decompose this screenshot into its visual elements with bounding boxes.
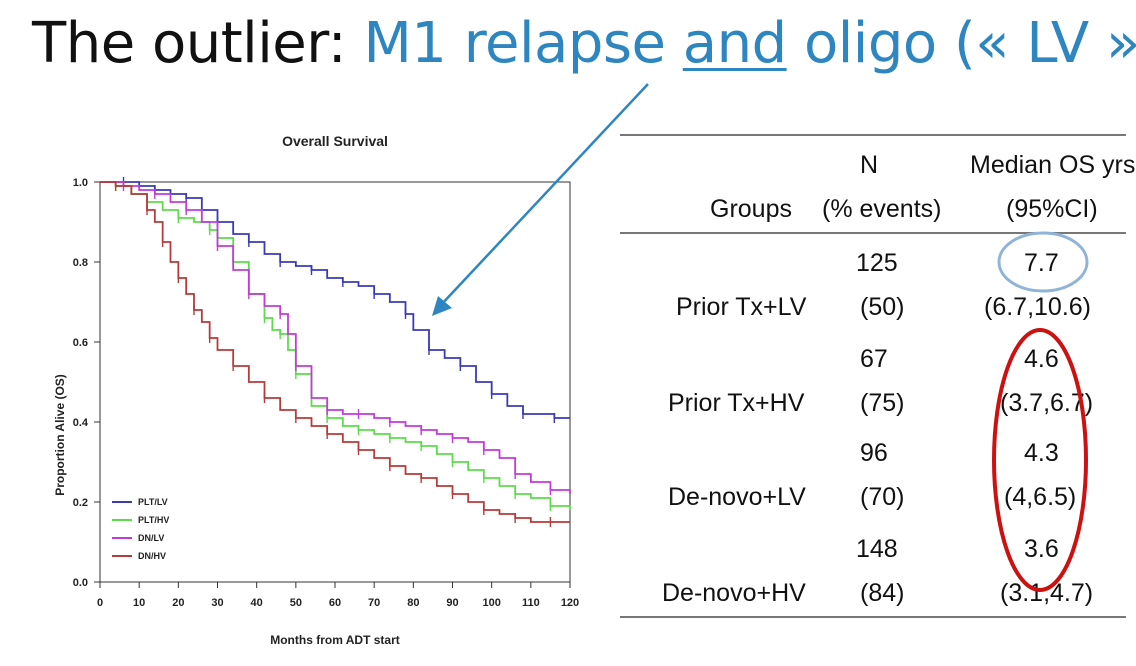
- row-2-ci: (3.7,6.7): [1000, 389, 1094, 417]
- y-tick-label: 0.6: [73, 337, 88, 349]
- x-tick-label: 40: [251, 597, 263, 609]
- row-4-n: 148: [856, 535, 898, 563]
- row-3-group: De-novo+LV: [668, 483, 806, 511]
- legend-label: PLT/LV: [138, 497, 168, 507]
- row-3-ci: (4,6.5): [1004, 483, 1077, 511]
- series-line-dn-hv: [100, 181, 570, 523]
- slide-title: The outlier: M1 relapse and oligo (« LV …: [32, 6, 1136, 82]
- x-tick-label: 0: [97, 597, 103, 609]
- header-os-sub: (95%CI): [1006, 195, 1098, 223]
- x-tick-label: 60: [329, 597, 341, 609]
- title-part-1: The outlier:: [32, 11, 364, 76]
- row-3-n: 96: [860, 439, 888, 467]
- row-1-ci: (6.7,10.6): [984, 293, 1092, 321]
- chart-title: Overall Survival: [282, 133, 388, 149]
- x-axis-label: Months from ADT start: [270, 633, 400, 647]
- x-tick-label: 70: [368, 597, 380, 609]
- row-1-n: 125: [856, 249, 898, 277]
- legend-label: DN/LV: [138, 533, 164, 543]
- row-1-median: 7.7: [1024, 249, 1059, 277]
- table-bottom-rule: [620, 616, 1126, 618]
- legend-label: DN/HV: [138, 551, 166, 561]
- x-tick-label: 50: [290, 597, 302, 609]
- chart-legend: PLT/LV PLT/HV DN/LV DN/HV: [112, 497, 169, 561]
- row-4-ci: (3.1,4.7): [1000, 579, 1094, 607]
- row-3-events: (70): [860, 483, 905, 511]
- x-tick-label: 90: [446, 597, 458, 609]
- title-part-4: oligo (« LV »: [786, 11, 1136, 76]
- y-axis-label: Proportion Alive (OS): [53, 374, 67, 496]
- highlight-overlay: [992, 231, 1089, 592]
- table-top-rule: [620, 134, 1126, 136]
- header-os: Median OS yrs: [970, 151, 1136, 179]
- y-tick-label: 1.0: [73, 177, 88, 189]
- row-2-median: 4.6: [1024, 345, 1059, 373]
- row-2-n: 67: [860, 345, 888, 373]
- highlight-oval-red: [992, 328, 1088, 592]
- x-axis: 0 10 20 30 40 50 60 70 80 90 100 110 120: [97, 582, 579, 609]
- y-tick-label: 0.8: [73, 257, 88, 269]
- survival-chart: Overall Survival 0.0 0.2 0.4 0.6 0.8 1.0 0 10 2…: [53, 133, 579, 647]
- table-header-rule: [620, 232, 1126, 234]
- series-lines: [100, 177, 571, 527]
- row-4-median: 3.6: [1024, 535, 1059, 563]
- y-tick-label: 0.2: [73, 497, 88, 509]
- x-tick-label: 30: [211, 597, 223, 609]
- row-4-events: (84): [860, 579, 905, 607]
- header-n: N: [860, 151, 879, 179]
- x-tick-label: 100: [482, 597, 500, 609]
- x-tick-label: 120: [561, 597, 579, 609]
- y-tick-label: 0.0: [73, 577, 88, 589]
- legend-label: PLT/HV: [138, 515, 169, 525]
- y-tick-label: 0.4: [73, 417, 89, 429]
- title-part-3: and: [682, 11, 787, 76]
- series-line-plt-hv: [100, 181, 571, 510]
- x-tick-label: 80: [407, 597, 419, 609]
- row-2-group: Prior Tx+HV: [668, 389, 805, 417]
- series-line-dn-lv: [100, 181, 571, 494]
- header-n-sub: (% events): [822, 195, 942, 223]
- row-3-median: 4.3: [1024, 439, 1059, 467]
- series-line-plt-lv: [100, 181, 570, 419]
- header-groups: Groups: [710, 195, 792, 223]
- y-axis: 0.0 0.2 0.4 0.6 0.8 1.0: [73, 177, 100, 589]
- x-tick-label: 10: [133, 597, 145, 609]
- row-2-events: (75): [860, 389, 905, 417]
- row-1-group: Prior Tx+LV: [676, 293, 807, 321]
- row-1-events: (50): [860, 293, 905, 321]
- results-table: N Median OS yrs Groups (% events) (95%CI…: [620, 132, 1135, 622]
- x-tick-label: 20: [172, 597, 184, 609]
- x-tick-label: 110: [522, 597, 540, 609]
- title-part-2: M1 relapse: [363, 11, 683, 76]
- highlight-circle-blue: [997, 231, 1089, 293]
- row-4-group: De-novo+HV: [662, 579, 806, 607]
